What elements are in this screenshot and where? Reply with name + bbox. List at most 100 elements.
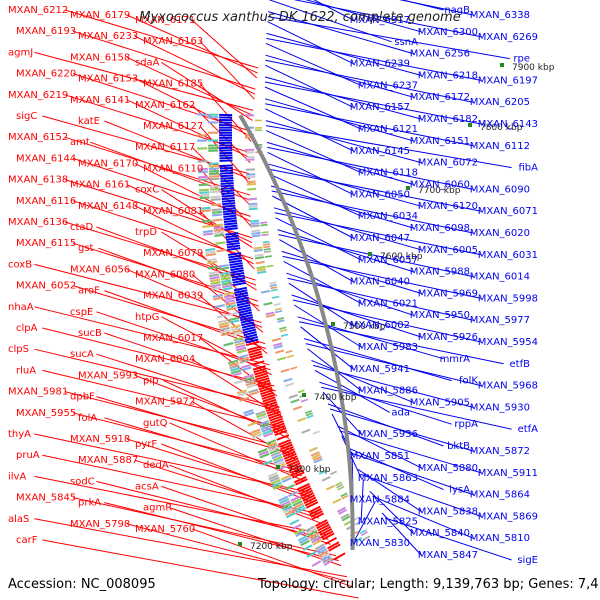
reverse-gene bbox=[219, 166, 233, 170]
forward-gene bbox=[283, 453, 297, 460]
feature-block bbox=[214, 304, 225, 309]
reverse-gene bbox=[220, 174, 234, 178]
feature-block bbox=[263, 250, 272, 254]
feature-block bbox=[246, 173, 256, 176]
reverse-gene-label: MXAN_6120 bbox=[418, 201, 478, 212]
reverse-gene bbox=[219, 159, 233, 162]
forward-gene bbox=[247, 345, 261, 351]
forward-gene bbox=[266, 408, 280, 415]
forward-gene bbox=[285, 457, 299, 465]
feature-block bbox=[271, 453, 282, 460]
reverse-gene-label: MXAN_6182 bbox=[418, 114, 478, 125]
feature-block bbox=[270, 288, 278, 292]
feature-block bbox=[205, 253, 217, 257]
feature-block bbox=[259, 422, 270, 428]
kbp-tick-mark bbox=[406, 186, 410, 190]
reverse-gene-label: MXAN_5926 bbox=[418, 332, 478, 343]
forward-gene-label: MXAN_6115 bbox=[16, 238, 76, 249]
feature-block bbox=[273, 344, 283, 350]
forward-gene-label: MXAN_6179 bbox=[70, 10, 130, 21]
feature-block bbox=[248, 207, 258, 211]
label-connector bbox=[264, 81, 482, 125]
feature-block bbox=[197, 170, 209, 174]
label-connector bbox=[293, 0, 482, 38]
label-connector bbox=[360, 473, 482, 517]
label-connector bbox=[126, 56, 254, 116]
reverse-gene-label: MXAN_6040 bbox=[350, 277, 410, 288]
feature-block bbox=[289, 518, 300, 526]
forward-gene-label: alaS bbox=[8, 514, 29, 525]
reverse-gene-label: MXAN_6020 bbox=[470, 228, 530, 239]
feature-block bbox=[228, 361, 239, 367]
reverse-gene-label: MXAN_6047 bbox=[350, 233, 410, 244]
label-connector bbox=[104, 120, 251, 180]
feature-block bbox=[294, 504, 305, 512]
label-connector bbox=[265, 120, 422, 164]
forward-gene-label: MXAN_5981 bbox=[8, 387, 68, 398]
feature-block bbox=[208, 146, 219, 150]
reverse-gene-label: MXAN_6057 bbox=[358, 255, 418, 266]
feature-block bbox=[231, 329, 242, 334]
feature-block bbox=[213, 296, 224, 301]
reverse-gene bbox=[241, 321, 255, 327]
forward-gene bbox=[316, 521, 329, 530]
reverse-gene-label: MXAN_6112 bbox=[470, 141, 530, 152]
feature-block bbox=[234, 341, 245, 347]
label-connector bbox=[357, 468, 422, 512]
label-connector bbox=[268, 163, 422, 207]
feature-block bbox=[199, 196, 210, 200]
feature-block bbox=[285, 349, 293, 354]
feature-block bbox=[199, 193, 210, 197]
label-connector bbox=[265, 125, 512, 169]
gene-tracks bbox=[197, 113, 371, 567]
feature-block bbox=[246, 383, 257, 389]
forward-gene-label: MXAN_6127 bbox=[143, 121, 203, 132]
feature-block bbox=[203, 232, 214, 236]
forward-gene bbox=[246, 340, 260, 347]
feature-block bbox=[226, 304, 237, 309]
reverse-gene-label: MXAN_6197 bbox=[478, 75, 538, 86]
reverse-gene bbox=[219, 141, 233, 144]
feature-block bbox=[300, 398, 308, 403]
forward-gene-label: MXAN_5993 bbox=[78, 370, 138, 381]
feature-block bbox=[263, 247, 271, 251]
forward-gene-label: MXAN_6116 bbox=[16, 196, 76, 207]
feature-block bbox=[308, 446, 318, 453]
forward-gene bbox=[300, 489, 313, 498]
forward-gene bbox=[284, 455, 298, 463]
label-connector bbox=[199, 40, 255, 100]
forward-gene-label: pyrF bbox=[135, 439, 157, 450]
label-connector bbox=[264, 98, 414, 142]
feature-block bbox=[269, 283, 277, 287]
feature-block bbox=[248, 202, 258, 206]
label-connector bbox=[372, 495, 474, 539]
reverse-gene bbox=[226, 244, 241, 249]
feature-block bbox=[321, 554, 331, 562]
feature-block bbox=[323, 559, 334, 566]
reverse-gene bbox=[226, 242, 240, 246]
label-connector bbox=[265, 64, 354, 108]
reverse-gene-label: MXAN_5954 bbox=[478, 337, 538, 348]
reverse-gene-label: MXAN_5950 bbox=[410, 310, 470, 321]
forward-gene-label: MXAN_5887 bbox=[78, 455, 138, 466]
forward-gene-label: dedA bbox=[143, 460, 169, 471]
label-connector bbox=[96, 480, 329, 540]
feature-block bbox=[224, 296, 235, 301]
label-connector bbox=[271, 190, 474, 234]
feature-block bbox=[312, 430, 320, 435]
reverse-gene-label: MXAN_6338 bbox=[470, 10, 530, 21]
reverse-gene bbox=[244, 336, 258, 342]
forward-gene bbox=[270, 417, 283, 425]
reverse-gene bbox=[219, 146, 233, 150]
feature-block bbox=[266, 441, 278, 448]
feature-block bbox=[258, 450, 269, 457]
forward-gene bbox=[286, 459, 300, 467]
feature-block bbox=[245, 378, 256, 384]
reverse-gene-label: MXAN_5884 bbox=[350, 495, 410, 506]
kbp-tick-label: 7800 kbp bbox=[480, 123, 523, 133]
forward-gene bbox=[304, 498, 318, 507]
reverse-gene bbox=[220, 177, 234, 180]
feature-block bbox=[264, 255, 272, 258]
reverse-gene-label: MXAN_5851 bbox=[350, 451, 410, 462]
label-connector bbox=[134, 35, 256, 95]
